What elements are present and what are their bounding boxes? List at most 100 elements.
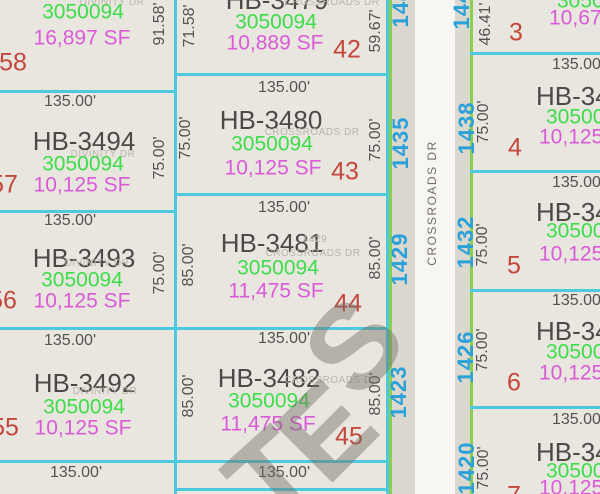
area-label: 16,897 SF — [33, 26, 131, 50]
dimension-label: 75.00' — [474, 328, 491, 372]
parcel-number: 3050094 — [43, 395, 125, 419]
dimension-label: 135.00' — [258, 330, 310, 347]
street-name-label: CROSSROADS DR — [425, 140, 439, 266]
boundary-line — [470, 52, 600, 55]
dimension-label: 135.00' — [258, 199, 310, 216]
parcel-title: HB-3493 — [32, 243, 136, 273]
boundary-line — [470, 289, 600, 292]
parcel-number: 3050094 — [546, 340, 600, 364]
street-hint-label: CROSSROADS DR — [284, 375, 380, 386]
parcel-title: HB-34 — [536, 81, 600, 111]
parcel-number: 3050094 — [231, 132, 313, 156]
dimension-label: 135.00' — [44, 93, 96, 110]
dimension-label: 135.00' — [552, 292, 600, 309]
parcel-number: 3050094 — [546, 219, 600, 243]
area-label: 10,889 SF — [226, 31, 324, 55]
area-label: 10,125 SF — [224, 156, 322, 180]
lot-number: 42 — [333, 35, 361, 64]
parcel-title: HB-3482 — [217, 363, 321, 393]
dimension-label: 85.00' — [180, 374, 197, 418]
parcel-title: HB-3479 — [225, 0, 329, 15]
lot-number: 55 — [0, 413, 19, 442]
lot-number: 44 — [334, 289, 362, 318]
boundary-line — [0, 460, 389, 463]
address-label: 1444 — [449, 0, 474, 30]
dimension-label: 135.00' — [258, 79, 310, 96]
dimension-label: 135.00' — [552, 411, 600, 428]
lot-number: 5 — [507, 251, 521, 280]
dimension-label: 85.00' — [180, 243, 197, 287]
boundary-line — [0, 90, 177, 93]
area-label: 10,125 SF — [34, 416, 132, 440]
parcel-title: HB-3494 — [32, 126, 136, 156]
dimension-label: 91.58' — [151, 2, 168, 46]
parcel-title: HB-34 — [536, 316, 600, 346]
area-label: 10,125 — [539, 476, 600, 494]
parcel-number: 3050094 — [557, 0, 600, 13]
area-label: 10,125 — [539, 242, 600, 266]
parcel-number: 3050094 — [235, 10, 317, 34]
parcel-number: 3050094 — [228, 389, 310, 413]
parcel-number: 3050094 — [546, 105, 600, 129]
dimension-label: 135.00' — [44, 332, 96, 349]
parcel-title: HB-34 — [536, 197, 600, 227]
dimension-label: 75.00' — [475, 100, 492, 144]
street-hint-label: 1429 — [302, 234, 328, 245]
street-hint-label: CROSSROADS DR — [264, 127, 360, 138]
street-hint-label: CROSSROADS DR — [265, 248, 361, 259]
dimension-label: 135.00' — [552, 56, 600, 73]
address-label: 1441 — [388, 0, 413, 28]
lot-number: 56 — [0, 286, 17, 315]
area-label: 10,125 — [539, 361, 600, 385]
dimension-label: 59.67' — [367, 9, 384, 53]
parcel-number: 3050094 — [546, 459, 600, 483]
address-label: 1429 — [387, 232, 412, 286]
street-hint-label: DIVINITY DR — [64, 258, 130, 269]
area-label: 11,475 SF — [220, 412, 316, 436]
area-label: 10,125 — [539, 125, 600, 149]
boundary-line — [174, 488, 389, 491]
dimension-label: 85.00' — [367, 236, 384, 280]
parcel-number: 3050094 — [42, 152, 124, 176]
lot-number: 3 — [509, 18, 523, 47]
parcel-title: HB-3480 — [219, 105, 323, 135]
street-hint-label: DIVINITY DR — [79, 0, 145, 8]
boundary-line — [174, 193, 389, 196]
parcel-title: HB-3492 — [33, 368, 137, 398]
parcel-number: 3050094 — [42, 0, 124, 24]
lot-number: 57 — [0, 170, 18, 199]
area-label: 10,125 SF — [33, 173, 131, 197]
lot-number: 45 — [335, 422, 363, 451]
boundary-line — [0, 210, 177, 213]
dimension-label: 71.58' — [181, 4, 198, 48]
dimension-label: 46.41' — [477, 2, 494, 46]
boundary-line — [386, 0, 389, 494]
parcel-number: 3050094 — [41, 268, 123, 292]
street-hint-label: DIVINITY DR — [70, 149, 136, 160]
street-edge-line-east — [470, 0, 473, 494]
dimension-label: 75.00' — [367, 118, 384, 162]
dimension-label: 75.00' — [177, 116, 194, 160]
dimension-label: 135.00' — [50, 464, 102, 481]
parcel-title: HB-3481 — [220, 228, 324, 258]
street-centerline-area — [415, 0, 455, 494]
dimension-label: 135.00' — [44, 212, 96, 229]
dimension-label: 75.00' — [475, 446, 492, 490]
boundary-line — [174, 73, 389, 76]
address-label: 1435 — [388, 116, 413, 170]
boundary-line — [0, 327, 389, 330]
dimension-label: 135.00' — [258, 464, 310, 481]
dimension-label: 75.00' — [151, 136, 168, 180]
lot-number: 58 — [0, 48, 27, 77]
street-hint-label: CROSSROADS DR — [284, 0, 380, 8]
lot-number: 6 — [507, 368, 521, 397]
parcel-number: 3050094 — [237, 256, 319, 280]
dimension-label: 135.00' — [552, 174, 600, 191]
street-hint-label: DIVINITY DR — [72, 386, 138, 397]
lot-number: 7 — [507, 483, 521, 494]
lot-number: 4 — [508, 133, 522, 162]
boundary-line — [470, 406, 600, 409]
dimension-label: 75.00' — [474, 223, 491, 267]
street-edge-line-west — [389, 0, 392, 494]
